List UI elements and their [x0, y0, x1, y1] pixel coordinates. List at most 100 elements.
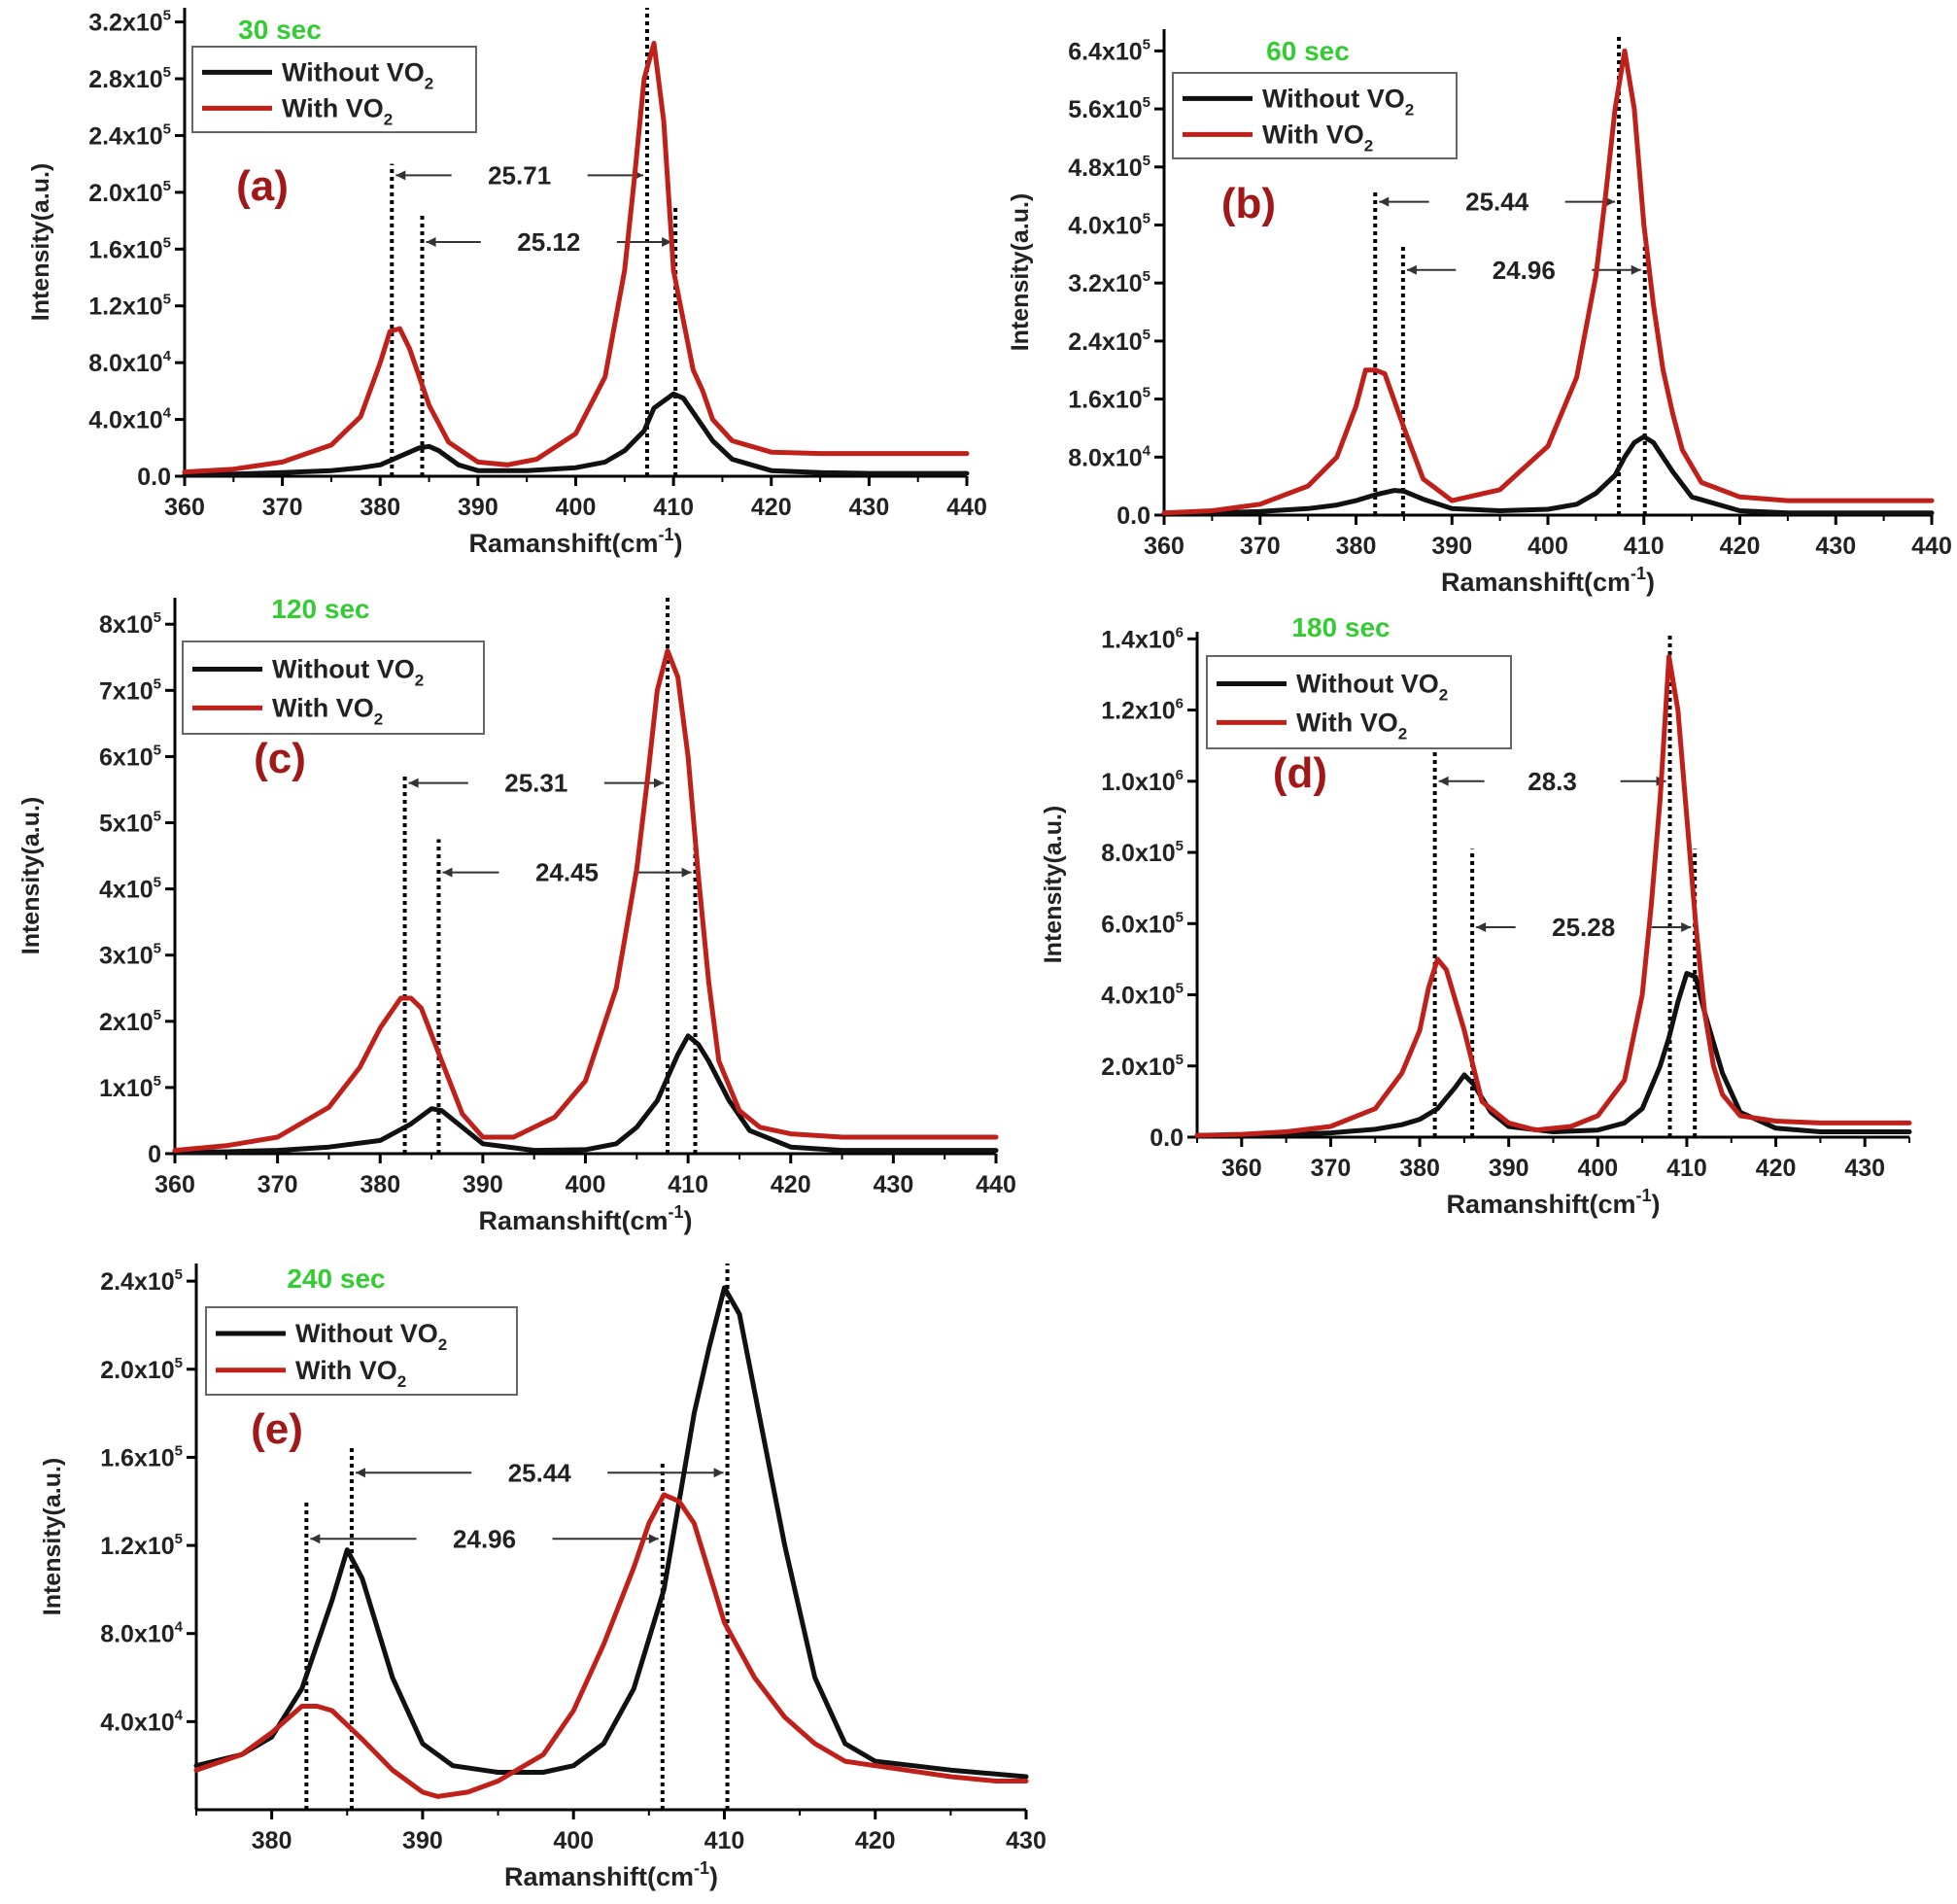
x-tick-label: 380 [360, 1171, 400, 1198]
series-line-with-vo2 [1194, 654, 1912, 1138]
x-tick-label: 410 [1624, 533, 1665, 560]
panel-label: (b) [1221, 180, 1276, 227]
x-axis-label: Ramanshift(cm-1) [1441, 564, 1655, 597]
arrowhead-left [408, 778, 419, 788]
x-tick-label: 420 [771, 1171, 811, 1198]
x-tick-label: 440 [976, 1171, 1016, 1198]
series-line-with-vo2 [172, 648, 999, 1154]
y-tick-label: 0 [148, 1141, 161, 1168]
legend-entry: Without VO2 [282, 57, 433, 92]
time-label: 120 sec [271, 594, 369, 624]
x-tick-label: 420 [1720, 533, 1761, 560]
arrowhead-right [1681, 921, 1692, 932]
x-tick-label: 400 [1577, 1155, 1618, 1182]
legend-entry: Without VO2 [1262, 84, 1414, 119]
x-tick-label: 430 [1006, 1827, 1047, 1854]
y-tick-label: 4.0x104 [88, 405, 171, 434]
x-axis-label: Ramanshift(cm-1) [504, 1858, 718, 1891]
legend-box [205, 1306, 518, 1396]
panel-b: 360 370 380 390 400 410 420 430 440 0.0 8.0x104 1.6… [1007, 29, 1952, 597]
panel-label: (d) [1273, 749, 1327, 797]
y-axis-label: Intensity(a.u.) [39, 1458, 66, 1616]
x-tick-label: 420 [855, 1827, 896, 1854]
legend-entry: Without VO2 [295, 1319, 447, 1354]
legend-entry: With VO2 [272, 693, 383, 728]
x-tick-label: 410 [1666, 1155, 1707, 1182]
x-tick-label: 380 [360, 494, 400, 521]
arrowhead-left [310, 1534, 321, 1544]
y-tick-label: 4.8x105 [1068, 153, 1150, 182]
x-tick-label: 390 [1489, 1155, 1529, 1182]
y-tick-label: 8.0x104 [100, 1619, 183, 1648]
x-tick-label: 400 [553, 1827, 594, 1854]
panel-label: (a) [236, 162, 289, 210]
y-tick-label: 5x105 [99, 809, 161, 838]
y-tick-label: 8.0x105 [1101, 838, 1184, 867]
x-tick-label: 430 [874, 1171, 914, 1198]
legend-entry: Without VO2 [272, 655, 424, 690]
panel-c: 360 370 380 390 400 410 420 430 440 0 1x105 2x105 3x… [17, 594, 1016, 1235]
x-tick-label: 410 [668, 1171, 708, 1198]
y-tick-label: 6.0x105 [1101, 909, 1184, 938]
peak-shift-label: 25.44 [1465, 188, 1529, 217]
x-tick-label: 390 [463, 1171, 503, 1198]
legend-box [191, 46, 477, 133]
y-tick-label: 4.0x105 [1101, 981, 1184, 1010]
series-line-with-vo2 [182, 41, 970, 475]
series-line-without-vo2 [172, 1033, 999, 1156]
peak-shift-label: 24.45 [535, 858, 599, 887]
panel-label: (c) [254, 735, 306, 782]
arrowhead-left [355, 1468, 365, 1478]
y-tick-label: 1x105 [99, 1073, 161, 1102]
x-tick-label: 430 [1844, 1155, 1885, 1182]
time-label: 240 sec [287, 1264, 385, 1294]
x-tick-label: 360 [164, 494, 205, 521]
x-tick-label: 360 [1221, 1155, 1262, 1182]
legend-entry: With VO2 [1262, 120, 1373, 155]
series-line-without-vo2 [1161, 433, 1935, 516]
y-tick-label: 4.0x104 [100, 1707, 183, 1736]
peak-shift-label: 25.31 [504, 769, 567, 798]
panel-d: 360 370 380 390 400 410 420 430 0.0 2.0x105 4.0x10… [1040, 612, 1912, 1219]
arrowhead-right [1631, 264, 1641, 275]
x-tick-label: 440 [946, 494, 987, 521]
y-axis-label: Intensity(a.u.) [1007, 193, 1034, 352]
y-tick-label: 1.2x105 [100, 1531, 183, 1560]
series-line-without-vo2 [182, 391, 970, 477]
time-label: 60 sec [1266, 36, 1350, 66]
y-tick-label: 2.8x105 [88, 64, 171, 93]
x-tick-label: 380 [252, 1827, 292, 1854]
y-tick-label: 8.0x104 [88, 348, 171, 377]
y-tick-label: 3x105 [99, 941, 161, 970]
peak-shift-label: 25.71 [488, 160, 551, 190]
arrowhead-left [1379, 196, 1390, 207]
series-line-without-vo2 [193, 1285, 1029, 1780]
peak-shift-label: 25.28 [1552, 913, 1615, 942]
arrowhead-right [1605, 196, 1616, 207]
x-axis-label: Ramanshift(cm-1) [1446, 1186, 1660, 1219]
arrowhead-right [662, 237, 672, 247]
x-tick-label: 420 [1756, 1155, 1797, 1182]
x-axis-label: Ramanshift(cm-1) [478, 1202, 692, 1235]
x-tick-label: 400 [1528, 533, 1568, 560]
y-tick-label: 1.6x105 [88, 234, 171, 263]
arrowhead-left [1476, 921, 1487, 932]
x-tick-label: 390 [458, 494, 498, 521]
y-tick-label: 1.6x105 [100, 1442, 183, 1471]
series-line-with-vo2 [1161, 48, 1935, 516]
y-tick-label: 1.0x106 [1101, 767, 1184, 796]
x-tick-label: 380 [1336, 533, 1377, 560]
x-tick-label: 430 [849, 494, 890, 521]
y-tick-label: 4x105 [99, 875, 161, 904]
y-axis-label: Intensity(a.u.) [1040, 806, 1067, 964]
y-axis-label: Intensity(a.u.) [27, 163, 54, 322]
y-tick-label: 6x105 [99, 742, 161, 771]
y-tick-label: 8.0x104 [1068, 442, 1150, 471]
peak-shift-label: 25.44 [508, 1458, 572, 1487]
x-tick-label: 370 [262, 494, 303, 521]
arrowhead-left [395, 170, 406, 181]
legend-box [1206, 655, 1512, 749]
x-tick-label: 370 [1240, 533, 1281, 560]
time-label: 180 sec [1291, 612, 1390, 642]
